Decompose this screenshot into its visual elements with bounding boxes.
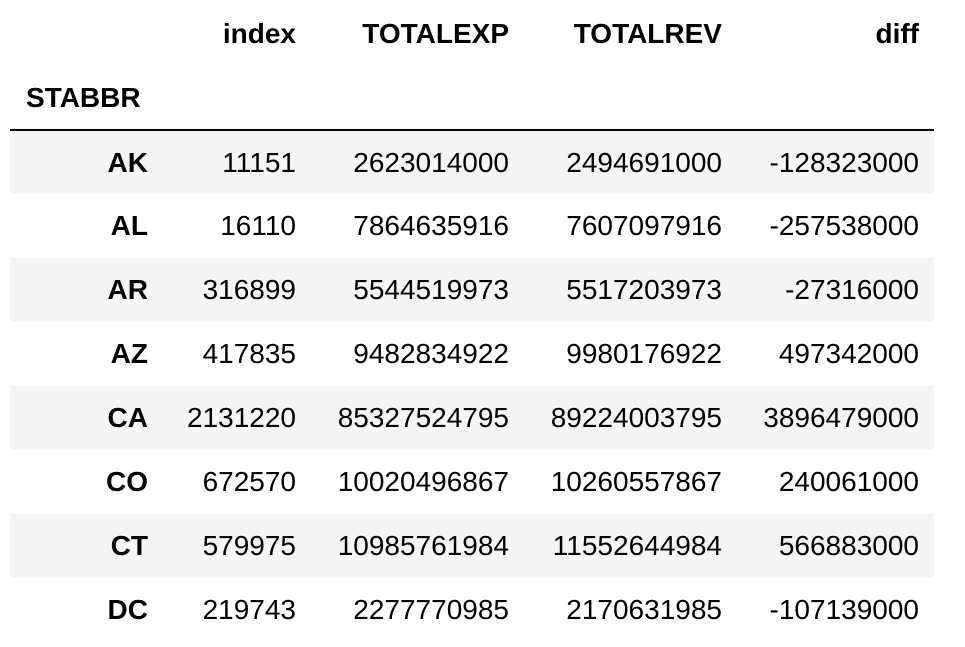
empty-header-cell <box>524 66 737 130</box>
cell-totalrev: 7607097916 <box>566 210 722 241</box>
cell-diff: -257538000 <box>769 210 919 241</box>
cell-totalexp: 2623014000 <box>353 146 509 178</box>
table-row: DC 219743 2277770985 2170631985 -1071390… <box>10 578 934 642</box>
cell-index: 316899 <box>202 274 296 305</box>
table-row: CO 672570 10020496867 10260557867 240061… <box>10 450 934 514</box>
cell-totalexp: 9482834922 <box>353 338 509 369</box>
cell-diff: -128323000 <box>769 146 919 178</box>
table-row: AL 16110 7864635916 7607097916 -25753800… <box>10 194 934 258</box>
column-header-totalrev: TOTALREV <box>573 18 722 49</box>
empty-header-cell <box>737 66 934 130</box>
row-label: AR <box>107 274 148 305</box>
cell-diff: 240061000 <box>778 466 919 497</box>
cell-totalexp: 10020496867 <box>337 466 509 497</box>
column-header-diff: diff <box>875 18 919 49</box>
row-label: CT <box>110 530 148 561</box>
row-label: DC <box>107 594 148 625</box>
cell-index: 2131220 <box>186 402 296 433</box>
cell-diff: 566883000 <box>778 530 919 561</box>
row-label: CO <box>106 466 148 497</box>
table-row: AK 11151 2623014000 2494691000 -12832300… <box>10 130 934 194</box>
row-label: CA <box>107 402 148 433</box>
cell-totalrev: 5517203973 <box>566 274 722 305</box>
column-header-index: index <box>222 18 296 49</box>
row-label: AZ <box>110 338 148 369</box>
cell-totalrev: 2170631985 <box>566 594 722 625</box>
column-header-row: index TOTALEXP TOTALREV diff <box>10 2 934 66</box>
cell-totalexp: 10985761984 <box>337 530 509 561</box>
cell-totalrev: 89224003795 <box>550 402 722 433</box>
cell-index: 579975 <box>202 530 296 561</box>
cell-totalexp: 7864635916 <box>353 210 509 241</box>
cell-totalrev: 2494691000 <box>566 146 722 178</box>
dataframe-table: index TOTALEXP TOTALREV diff STABBR AK 1… <box>10 2 934 642</box>
table-row: CA 2131220 85327524795 89224003795 38964… <box>10 386 934 450</box>
index-name-header: STABBR <box>26 81 141 113</box>
cell-totalrev: 11552644984 <box>552 530 722 561</box>
cell-index: 16110 <box>220 210 296 241</box>
cell-totalexp: 5544519973 <box>353 274 509 305</box>
empty-header-cell <box>162 66 311 130</box>
cell-index: 672570 <box>202 466 296 497</box>
corner-cell <box>10 2 162 66</box>
row-label: AL <box>110 210 148 241</box>
row-label: AK <box>107 146 148 178</box>
table-header: index TOTALEXP TOTALREV diff STABBR <box>10 2 934 130</box>
cell-diff: -107139000 <box>769 594 919 625</box>
empty-header-cell <box>311 66 524 130</box>
cell-diff: 497342000 <box>778 338 919 369</box>
table-row: AR 316899 5544519973 5517203973 -2731600… <box>10 258 934 322</box>
column-header-totalexp: TOTALEXP <box>362 18 509 49</box>
table-body: AK 11151 2623014000 2494691000 -12832300… <box>10 130 934 642</box>
cell-totalrev: 10260557867 <box>550 466 722 497</box>
cell-totalrev: 9980176922 <box>566 338 722 369</box>
cell-index: 417835 <box>202 338 296 369</box>
index-name-row: STABBR <box>10 66 934 130</box>
cell-diff: 3896479000 <box>763 402 919 433</box>
table-row: CT 579975 10985761984 11552644984 566883… <box>10 514 934 578</box>
cell-index: 219743 <box>202 594 296 625</box>
table-row: AZ 417835 9482834922 9980176922 49734200… <box>10 322 934 386</box>
cell-totalexp: 85327524795 <box>337 402 509 433</box>
cell-totalexp: 2277770985 <box>353 594 509 625</box>
cell-diff: -27316000 <box>785 274 919 305</box>
cell-index: 11151 <box>222 146 296 178</box>
